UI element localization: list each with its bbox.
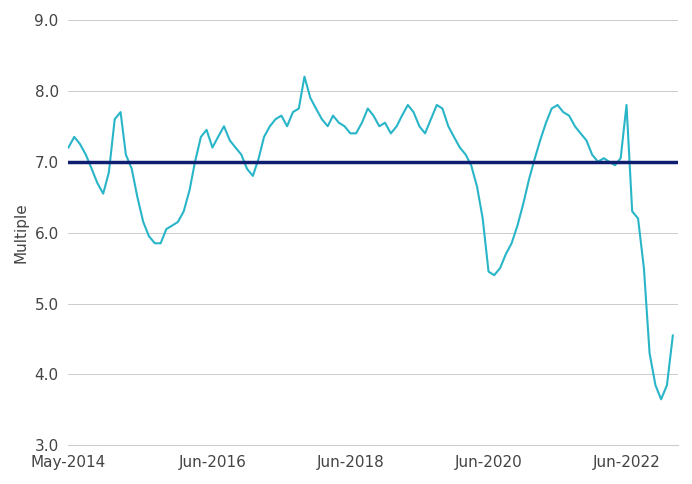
Y-axis label: Multiple: Multiple — [14, 202, 29, 263]
